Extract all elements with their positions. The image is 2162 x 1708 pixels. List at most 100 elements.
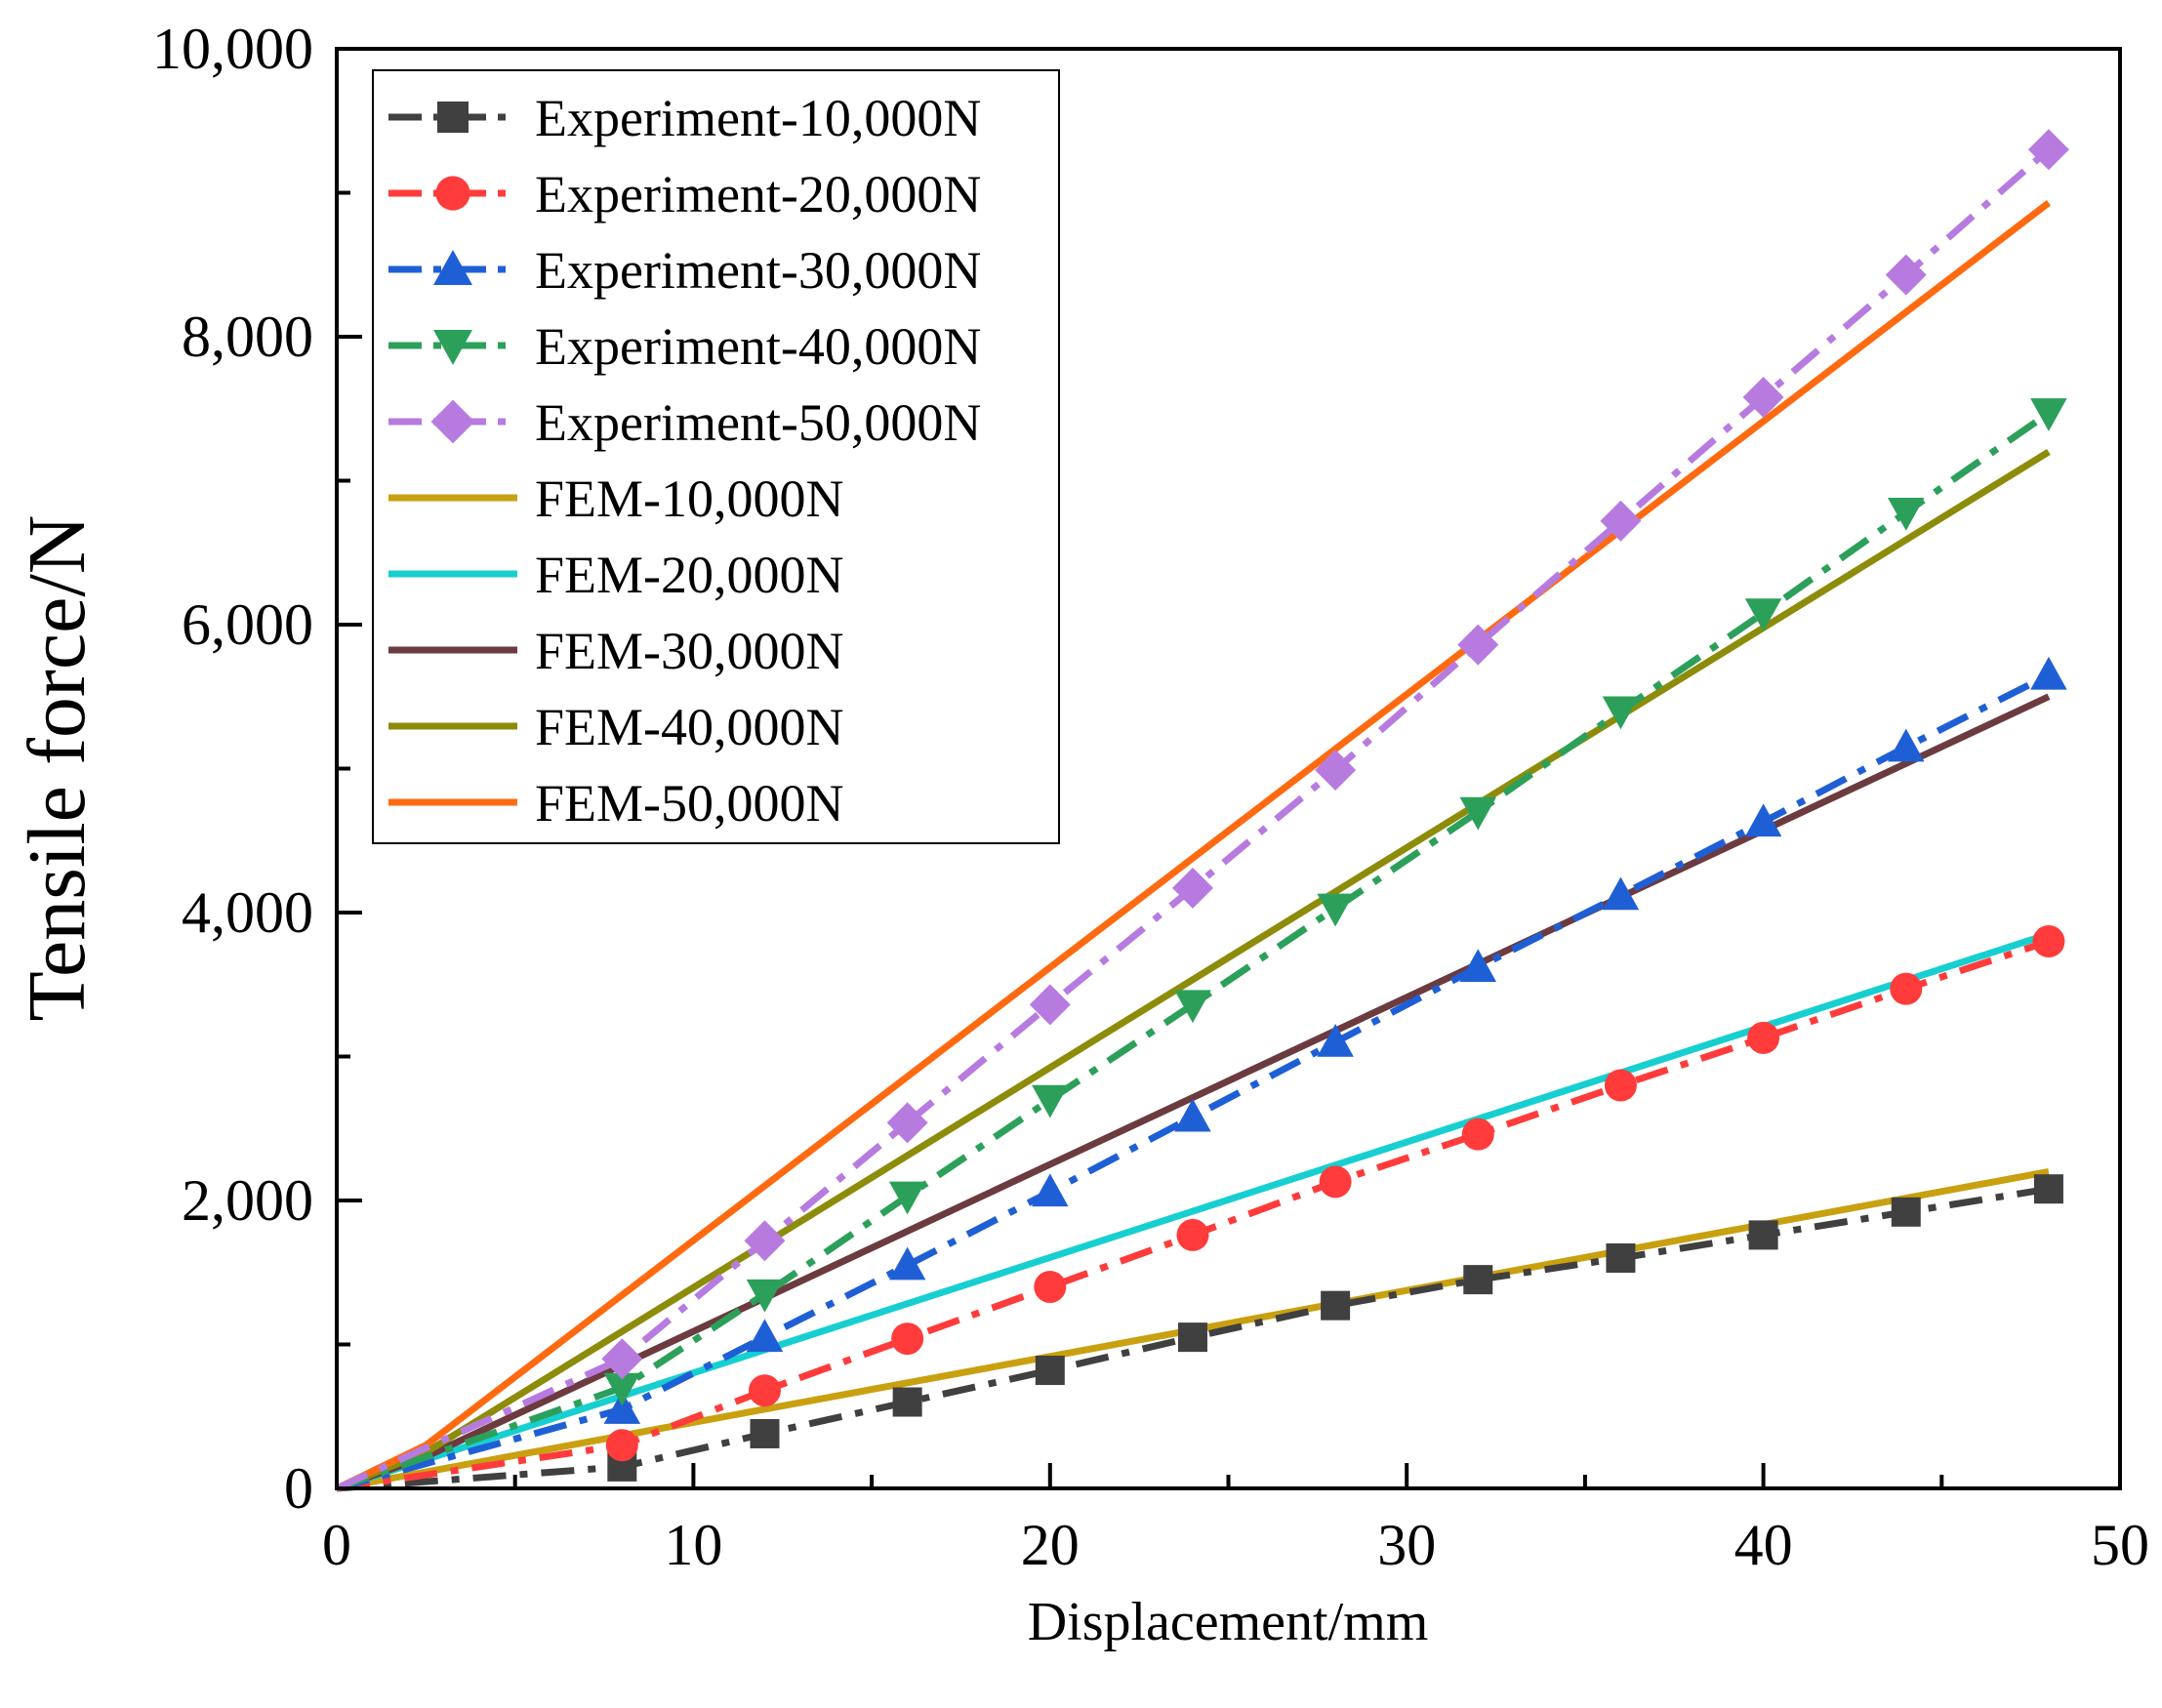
legend-label: FEM-30,000N xyxy=(535,622,844,680)
x-tick-label: 20 xyxy=(1021,1513,1080,1577)
legend-item-experiment-50-000n: Experiment-50,000N xyxy=(388,393,981,452)
data-point-experiment-10-000n xyxy=(2033,1174,2063,1204)
legend-label: FEM-10,000N xyxy=(535,469,844,528)
data-point-experiment-40-000n xyxy=(746,1279,784,1313)
data-point-experiment-50-000n xyxy=(1029,984,1071,1026)
data-point-experiment-20-000n xyxy=(1604,1069,1637,1102)
legend-item-experiment-20-000n: Experiment-20,000N xyxy=(388,165,981,224)
y-axis-label: Tensile force/N xyxy=(12,515,102,1022)
data-point-experiment-20-000n xyxy=(2032,925,2065,957)
y-tick-label: 4,000 xyxy=(182,880,313,945)
x-tick-label: 30 xyxy=(1377,1513,1436,1577)
data-point-experiment-30-000n xyxy=(1174,1098,1211,1132)
y-tick-label: 6,000 xyxy=(182,592,313,657)
data-point-experiment-30-000n xyxy=(1888,728,1925,762)
legend: Experiment-10,000N Experiment-20,000N Expe… xyxy=(372,69,1060,844)
y-tick-label: 0 xyxy=(284,1456,313,1521)
y-tick-label: 2,000 xyxy=(182,1168,313,1233)
data-point-experiment-30-000n xyxy=(1744,803,1782,837)
legend-item-experiment-30-000n: Experiment-30,000N xyxy=(388,241,981,300)
data-point-experiment-10-000n xyxy=(1177,1322,1207,1353)
data-point-experiment-20-000n xyxy=(1890,972,1923,1005)
legend-label: Experiment-40,000N xyxy=(535,317,981,376)
data-point-experiment-10-000n xyxy=(1321,1290,1351,1321)
data-point-experiment-20-000n xyxy=(891,1322,924,1356)
legend-item-fem-30-000n: FEM-30,000N xyxy=(388,622,844,680)
data-point-experiment-30-000n xyxy=(603,1391,641,1424)
data-point-experiment-50-000n xyxy=(1315,749,1357,791)
data-point-experiment-50-000n xyxy=(1742,376,1784,418)
legend-box xyxy=(372,69,1060,844)
data-point-experiment-50-000n xyxy=(1457,624,1499,666)
legend-label: FEM-50,000N xyxy=(535,774,844,833)
data-point-experiment-30-000n xyxy=(1317,1024,1354,1057)
data-point-experiment-30-000n xyxy=(2030,656,2067,690)
data-point-experiment-10-000n xyxy=(1748,1220,1778,1250)
x-tick-labels: 0 10 20 30 40 50 xyxy=(322,1513,2149,1577)
legend-label: FEM-20,000N xyxy=(535,546,844,604)
data-point-experiment-40-000n xyxy=(1174,990,1211,1024)
x-tick-label: 50 xyxy=(2091,1513,2149,1577)
x-tick-label: 0 xyxy=(322,1513,351,1577)
series-experiment-30-000n xyxy=(336,656,2067,1492)
legend-marker xyxy=(437,102,469,133)
data-point-experiment-40-000n xyxy=(1317,893,1354,927)
data-point-experiment-40-000n xyxy=(603,1372,641,1406)
data-point-experiment-40-000n xyxy=(1744,598,1782,631)
y-tick-label: 10,000 xyxy=(152,17,313,81)
data-point-experiment-50-000n xyxy=(2027,129,2069,171)
axis-ticks xyxy=(335,47,2122,1490)
data-point-experiment-40-000n xyxy=(2030,398,2067,431)
legend-label: Experiment-30,000N xyxy=(535,241,981,300)
data-point-experiment-30-000n xyxy=(1602,876,1640,911)
data-point-experiment-20-000n xyxy=(1461,1118,1494,1151)
data-point-experiment-40-000n xyxy=(1459,796,1497,831)
series-line-experiment-50-000n xyxy=(335,146,2052,1492)
legend-item-fem-10-000n: FEM-10,000N xyxy=(388,469,844,528)
legend-marker xyxy=(435,176,470,211)
legend-marker xyxy=(433,250,472,285)
series-layer xyxy=(335,129,2069,1492)
data-point-experiment-40-000n xyxy=(888,1181,926,1215)
data-point-experiment-20-000n xyxy=(1319,1165,1352,1199)
data-point-experiment-50-000n xyxy=(1600,500,1642,542)
data-point-experiment-40-000n xyxy=(1602,696,1640,730)
series-experiment-40-000n xyxy=(335,398,2067,1492)
legend-item-experiment-40-000n: Experiment-40,000N xyxy=(388,317,981,376)
data-point-experiment-20-000n xyxy=(605,1429,638,1462)
data-point-experiment-10-000n xyxy=(1606,1243,1636,1273)
data-point-experiment-20-000n xyxy=(1034,1271,1067,1303)
data-point-experiment-50-000n xyxy=(601,1338,643,1380)
data-point-experiment-10-000n xyxy=(1891,1197,1921,1227)
data-point-experiment-40-000n xyxy=(1888,497,1925,531)
data-point-experiment-10-000n xyxy=(750,1418,780,1448)
series-line-experiment-30-000n xyxy=(336,671,2051,1492)
x-axis-label: Displacement/mm xyxy=(1028,1592,1429,1652)
data-point-experiment-50-000n xyxy=(1885,254,1927,296)
y-tick-labels: 0 2,000 4,000 6,000 8,000 10,000 xyxy=(152,17,313,1521)
legend-label: Experiment-10,000N xyxy=(535,89,981,147)
data-point-experiment-50-000n xyxy=(886,1102,928,1144)
legend-item-fem-50-000n: FEM-50,000N xyxy=(388,774,844,833)
data-point-experiment-10-000n xyxy=(1035,1356,1065,1386)
y-tick-label: 8,000 xyxy=(182,305,313,369)
x-tick-label: 40 xyxy=(1734,1513,1793,1577)
legend-item-experiment-10-000n: Experiment-10,000N xyxy=(388,89,981,147)
x-tick-label: 10 xyxy=(664,1513,722,1577)
data-point-experiment-10-000n xyxy=(892,1387,922,1417)
series-line-experiment-40-000n xyxy=(335,410,2051,1492)
legend-item-fem-20-000n: FEM-20,000N xyxy=(388,546,844,604)
data-point-experiment-10-000n xyxy=(1463,1265,1493,1295)
legend-marker xyxy=(433,330,472,365)
data-point-experiment-30-000n xyxy=(888,1246,926,1281)
data-point-experiment-50-000n xyxy=(744,1220,786,1262)
legend-label: Experiment-50,000N xyxy=(535,393,981,452)
data-point-experiment-20-000n xyxy=(748,1374,781,1407)
data-point-experiment-30-000n xyxy=(1032,1173,1069,1207)
legend-item-fem-40-000n: FEM-40,000N xyxy=(388,698,844,756)
data-point-experiment-30-000n xyxy=(746,1319,784,1353)
data-point-experiment-20-000n xyxy=(1176,1218,1209,1251)
data-point-experiment-40-000n xyxy=(1032,1084,1069,1118)
legend-label: FEM-40,000N xyxy=(535,698,844,756)
